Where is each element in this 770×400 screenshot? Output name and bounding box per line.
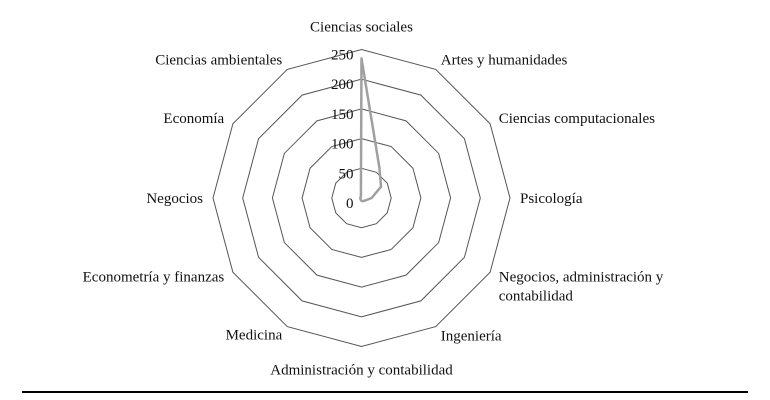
tick-label: 50 (339, 166, 354, 182)
grid-ring (242, 78, 481, 318)
category-label: Ciencias sociales (310, 20, 413, 36)
category-label: Artes y humanidades (441, 53, 568, 69)
tick-label: 0 (346, 196, 354, 212)
category-label: Economía (163, 111, 224, 127)
tick-label: 200 (331, 77, 354, 93)
tick-label: 250 (331, 48, 354, 64)
category-label: Ingeniería (441, 328, 502, 344)
grid-ring (271, 108, 452, 288)
tick-label: 150 (331, 107, 354, 123)
category-label: Negocios (146, 191, 203, 207)
category-label: Psicología (520, 191, 583, 207)
bottom-rule (22, 391, 748, 393)
grid-ring (331, 167, 392, 229)
category-label: Ciencias computacionales (499, 111, 655, 127)
category-label: Administración y contabilidad (270, 363, 453, 379)
category-label: Medicina (226, 327, 283, 343)
grid-ring (301, 138, 422, 258)
grid-ring (212, 48, 511, 348)
category-label: Negocios, administración y contabilidad (499, 269, 664, 304)
tick-label: 100 (331, 137, 354, 153)
category-label: Econometría y finanzas (83, 269, 225, 285)
category-label: Ciencias ambientales (155, 53, 282, 69)
